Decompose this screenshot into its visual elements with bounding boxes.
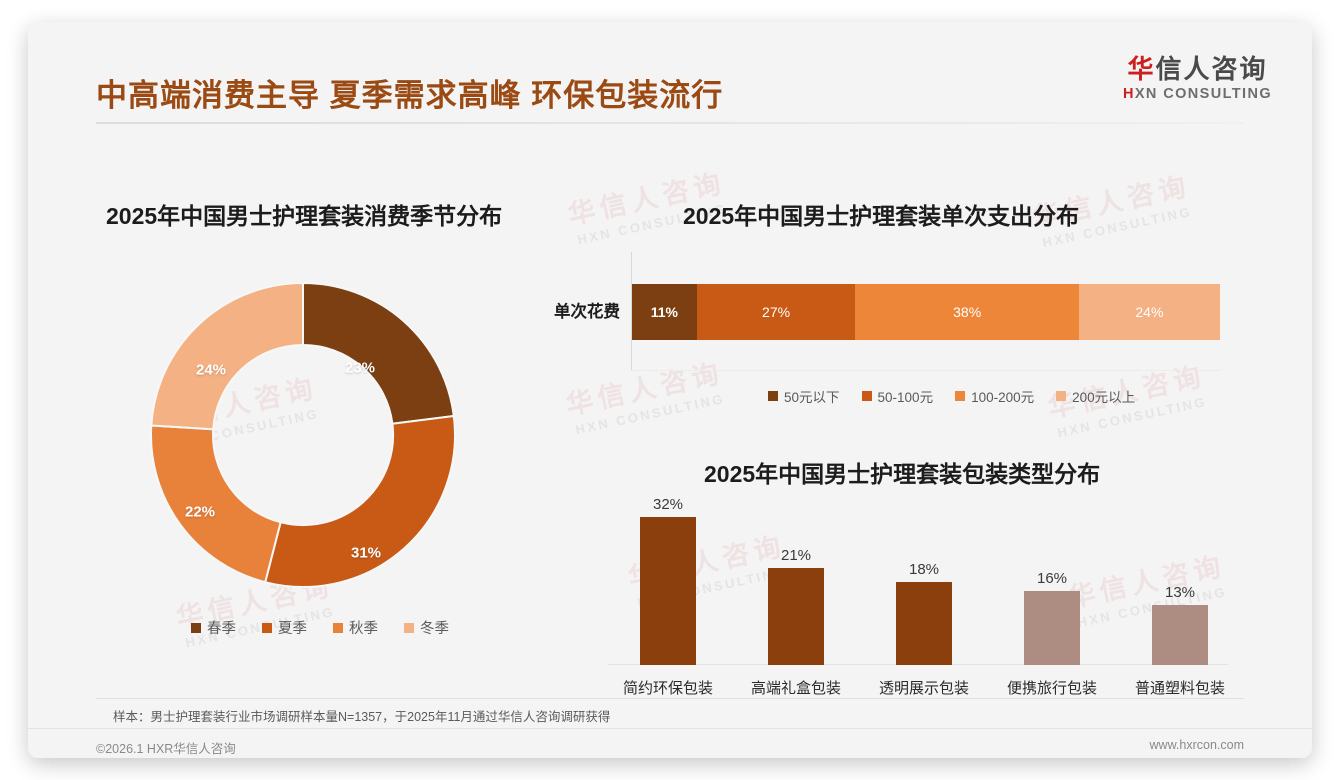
- donut-chart: 23% 31% 22% 24%: [138, 270, 468, 600]
- slide: 华信人咨询 HXN CONSULTING 华信人咨询 HXN CONSULTIN…: [28, 22, 1312, 758]
- logo-english: HXN CONSULTING: [1123, 86, 1272, 102]
- donut-label-summer: 31%: [350, 544, 382, 562]
- logo-en-rest: XN CONSULTING: [1134, 86, 1272, 103]
- column-bar-giftbox[interactable]: [768, 568, 824, 665]
- stacked-bar-row: 11% 27% 38% 24%: [632, 284, 1220, 340]
- legend-item-spring[interactable]: 春季: [191, 617, 236, 638]
- footer-divider: [28, 728, 1312, 729]
- column-bar-eco[interactable]: [640, 517, 696, 665]
- legend-item-autumn[interactable]: 秋季: [333, 617, 378, 638]
- stacked-bar-title: 2025年中国男士护理套装单次支出分布: [683, 203, 1080, 229]
- stacked-bar-legend: 50元以下 50-100元 100-200元 200元以上: [768, 386, 1135, 406]
- column-bar-travel[interactable]: [1024, 591, 1080, 665]
- legend-label-spring: 春季: [207, 621, 236, 637]
- donut-label-spring: 23%: [344, 359, 376, 377]
- logo-chinese-rest: 信人咨询: [1155, 54, 1268, 84]
- stacked-bar-category-label: 单次花费: [554, 303, 620, 321]
- column-group-giftbox: 21% 高端礼盒包装: [751, 547, 841, 697]
- stacked-segment-under50[interactable]: 11%: [632, 284, 697, 340]
- legend-item-100to200[interactable]: 100-200元: [955, 386, 1034, 406]
- donut-svg: [150, 281, 456, 588]
- legend-swatch-under50: [768, 391, 778, 401]
- legend-swatch-winter: [404, 622, 414, 633]
- legend-item-50to100[interactable]: 50-100元: [861, 386, 934, 406]
- column-label-transparent: 透明展示包装: [878, 680, 970, 697]
- logo-char-hua: 华: [1127, 54, 1156, 84]
- stacked-segment-100to200[interactable]: 38%: [855, 284, 1079, 340]
- legend-swatch-100to200: [955, 391, 966, 401]
- footnote: 样本：男士护理套装行业市场调研样本量N=1357，于2025年11月通过华信人咨…: [113, 710, 611, 724]
- legend-swatch-spring: [191, 622, 201, 633]
- column-label-travel: 便携旅行包装: [1006, 680, 1098, 697]
- column-bar-transparent[interactable]: [896, 582, 952, 665]
- legend-label-under50: 50元以下: [784, 390, 840, 405]
- donut-label-autumn: 22%: [184, 503, 216, 521]
- donut-legend: 春季 夏季 秋季 冬季: [191, 617, 449, 638]
- legend-swatch-summer: [262, 622, 272, 633]
- legend-label-winter: 冬季: [420, 621, 449, 637]
- column-value-travel: 16%: [1036, 570, 1068, 587]
- column-value-transparent: 18%: [908, 561, 940, 578]
- logo-en-h: H: [1122, 86, 1135, 103]
- logo-chinese: 华信人咨询: [1123, 54, 1272, 84]
- legend-item-summer[interactable]: 夏季: [262, 617, 307, 638]
- column-group-eco: 32% 简约环保包装: [623, 496, 713, 697]
- donut-slice-winter[interactable]: [150, 281, 304, 431]
- legend-label-100to200: 100-200元: [971, 390, 1035, 405]
- column-bar-plastic[interactable]: [1152, 605, 1208, 665]
- slide-header: 中高端消费主导 夏季需求高峰 环保包装流行 华信人咨询 HXN CONSULTI…: [28, 22, 1312, 124]
- column-group-travel: 16% 便携旅行包装: [1007, 570, 1097, 697]
- legend-label-autumn: 秋季: [349, 621, 378, 637]
- column-group-transparent: 18% 透明展示包装: [879, 561, 969, 697]
- legend-label-summer: 夏季: [278, 621, 307, 637]
- column-chart-title: 2025年中国男士护理套装包装类型分布: [704, 461, 1101, 487]
- legend-swatch-over200: [1056, 391, 1067, 401]
- legend-swatch-autumn: [333, 622, 343, 633]
- donut-slice-spring[interactable]: [302, 281, 455, 425]
- donut-slice-summer[interactable]: [263, 414, 456, 588]
- company-logo: 华信人咨询 HXN CONSULTING: [1123, 54, 1272, 102]
- column-group-plastic: 13% 普通塑料包装: [1135, 584, 1225, 697]
- column-value-giftbox: 21%: [780, 547, 812, 564]
- header-divider: [96, 122, 1244, 124]
- legend-label-over200: 200元以上: [1072, 390, 1136, 405]
- stacked-segment-50to100[interactable]: 27%: [696, 284, 856, 340]
- footer-website[interactable]: www.hxrcon.com: [1149, 738, 1244, 752]
- stacked-bar-axis: [631, 252, 632, 370]
- footnote-divider: [96, 698, 1244, 699]
- legend-swatch-50to100: [861, 391, 872, 401]
- column-chart: 32% 简约环保包装 21% 高端礼盒包装 18% 透明展示包装 16% 便携旅…: [608, 496, 1228, 702]
- donut-label-winter: 24%: [195, 361, 227, 379]
- column-label-plastic: 普通塑料包装: [1134, 680, 1226, 697]
- page-title: 中高端消费主导 夏季需求高峰 环保包装流行: [96, 78, 724, 113]
- column-value-plastic: 13%: [1164, 584, 1196, 601]
- legend-item-under50[interactable]: 50元以下: [768, 386, 840, 406]
- donut-chart-title: 2025年中国男士护理套装消费季节分布: [106, 203, 503, 229]
- watermark-line2: HXN CONSULTING: [574, 390, 727, 438]
- stacked-bar-chart: 11% 27% 38% 24%: [631, 252, 1221, 382]
- legend-item-over200[interactable]: 200元以上: [1056, 386, 1135, 406]
- donut-slice-autumn[interactable]: [150, 424, 282, 584]
- stacked-segment-over200[interactable]: 24%: [1078, 284, 1220, 340]
- column-value-eco: 32%: [652, 496, 684, 513]
- legend-item-winter[interactable]: 冬季: [404, 617, 449, 638]
- column-label-giftbox: 高端礼盒包装: [750, 680, 842, 697]
- column-label-eco: 简约环保包装: [622, 680, 714, 697]
- footer-copyright: ©2026.1 HXR华信人咨询: [96, 742, 236, 756]
- legend-label-50to100: 50-100元: [877, 390, 934, 405]
- stacked-bar-baseline: [631, 370, 1221, 371]
